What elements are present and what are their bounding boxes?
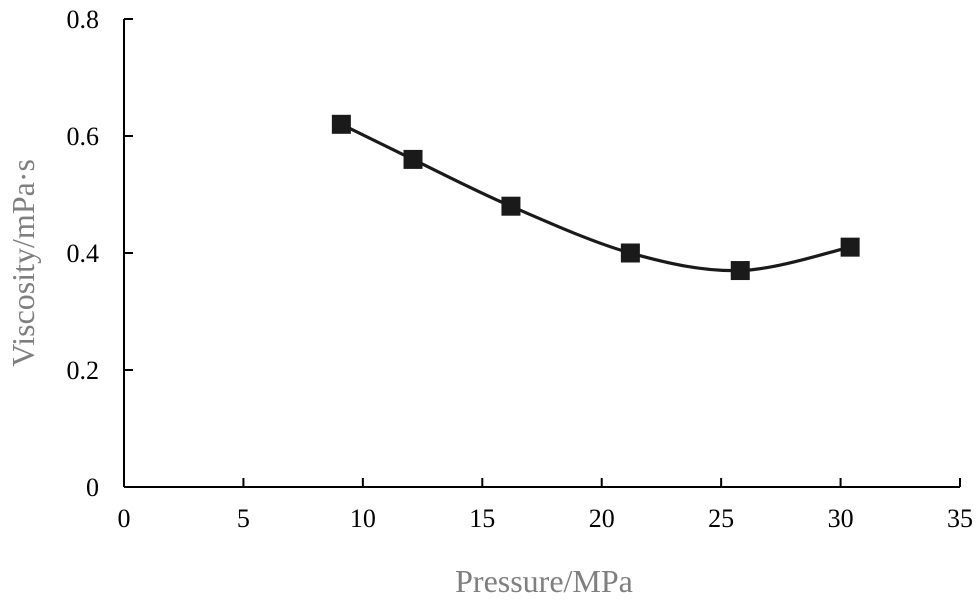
x-tick-label: 30: [828, 504, 854, 533]
y-tick-label: 0.4: [67, 239, 100, 268]
x-tick-label: 25: [708, 504, 734, 533]
x-tick-label: 0: [118, 504, 131, 533]
data-point-marker: [840, 237, 860, 257]
x-axis-ticks: 0 5 10 15 20 25 30 35: [118, 478, 973, 533]
x-tick-label: 10: [350, 504, 376, 533]
y-tick-label: 0: [86, 473, 99, 502]
data-point-marker: [501, 196, 521, 216]
data-point-marker: [403, 149, 423, 169]
y-tick-label: 0.2: [67, 356, 100, 385]
y-axis-ticks: 0 0.2 0.4 0.6 0.8: [67, 5, 133, 502]
x-tick-label: 5: [237, 504, 250, 533]
y-axis-title: Viscosity/mPa·s: [5, 159, 41, 367]
y-tick-label: 0.6: [67, 122, 100, 151]
y-tick-label: 0.8: [67, 5, 100, 34]
x-axis-title: Pressure/MPa: [455, 563, 633, 599]
data-point-marker: [620, 243, 640, 263]
data-point-marker: [331, 114, 351, 134]
series-line: [340, 122, 851, 273]
x-tick-label: 35: [947, 504, 973, 533]
plot-area: 0 5 10 15 20 25 30 35 0 0.2 0.4 0.6 0.8: [67, 5, 974, 533]
series-layer: [331, 114, 860, 281]
x-tick-label: 15: [469, 504, 495, 533]
x-tick-label: 20: [589, 504, 615, 533]
data-point-marker: [730, 261, 750, 281]
